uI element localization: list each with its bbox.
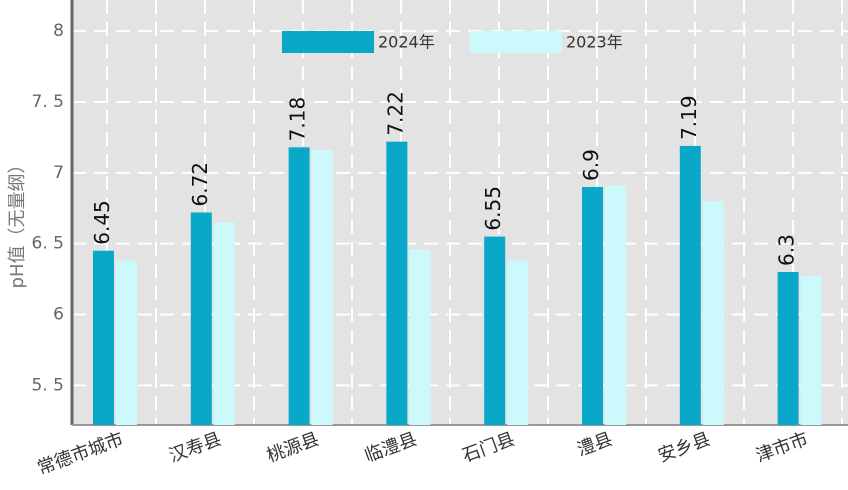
- x-tick-label: 桃源县: [264, 429, 322, 467]
- value-label: 6.72: [188, 162, 212, 207]
- y-tick-label: 8: [53, 21, 64, 41]
- value-label: 7.18: [286, 97, 310, 142]
- bar: [605, 185, 626, 425]
- bar: [288, 147, 310, 426]
- value-label: 7.22: [383, 91, 407, 136]
- value-label: 7.19: [677, 95, 701, 140]
- bar: [409, 249, 431, 425]
- plot-area: [72, 0, 848, 425]
- legend-label: 2023年: [566, 33, 623, 52]
- bar: [582, 187, 603, 425]
- y-tick-label: 7: [53, 163, 64, 183]
- x-tick-label: 石门县: [460, 429, 518, 467]
- y-tick-label: 7. 5: [32, 92, 64, 112]
- y-axis-label: pH值（无量纲）: [7, 156, 28, 289]
- legend-label: 2024年: [378, 33, 435, 52]
- x-tick-label: 临澧县: [362, 429, 420, 467]
- legend-swatch: [282, 31, 374, 53]
- x-tick-label: 澧县: [574, 429, 615, 461]
- value-label: 6.3: [775, 234, 799, 266]
- bar: [311, 150, 333, 425]
- bar: [213, 222, 235, 425]
- x-tick-label: 常德市城市: [35, 429, 127, 480]
- y-tick-label: 5. 5: [32, 375, 64, 395]
- bar: [190, 212, 212, 425]
- legend-swatch: [470, 31, 562, 53]
- x-tick-label: 安乡县: [655, 429, 713, 467]
- bar: [702, 201, 724, 425]
- x-tick-label: 津市市: [753, 429, 811, 467]
- bar: [679, 145, 701, 425]
- bar: [386, 141, 408, 425]
- bar: [93, 250, 114, 425]
- bar: [777, 272, 799, 425]
- x-tick-label: 汉寿县: [166, 429, 224, 467]
- y-tick-label: 6: [53, 305, 64, 325]
- value-label: 6.55: [481, 186, 505, 231]
- value-label: 6.45: [90, 200, 114, 245]
- bar: [800, 276, 822, 425]
- bar: [116, 260, 137, 425]
- bar: [484, 236, 506, 425]
- value-label: 6.9: [579, 149, 603, 181]
- bar: [507, 260, 529, 425]
- y-tick-label: 6. 5: [32, 234, 64, 254]
